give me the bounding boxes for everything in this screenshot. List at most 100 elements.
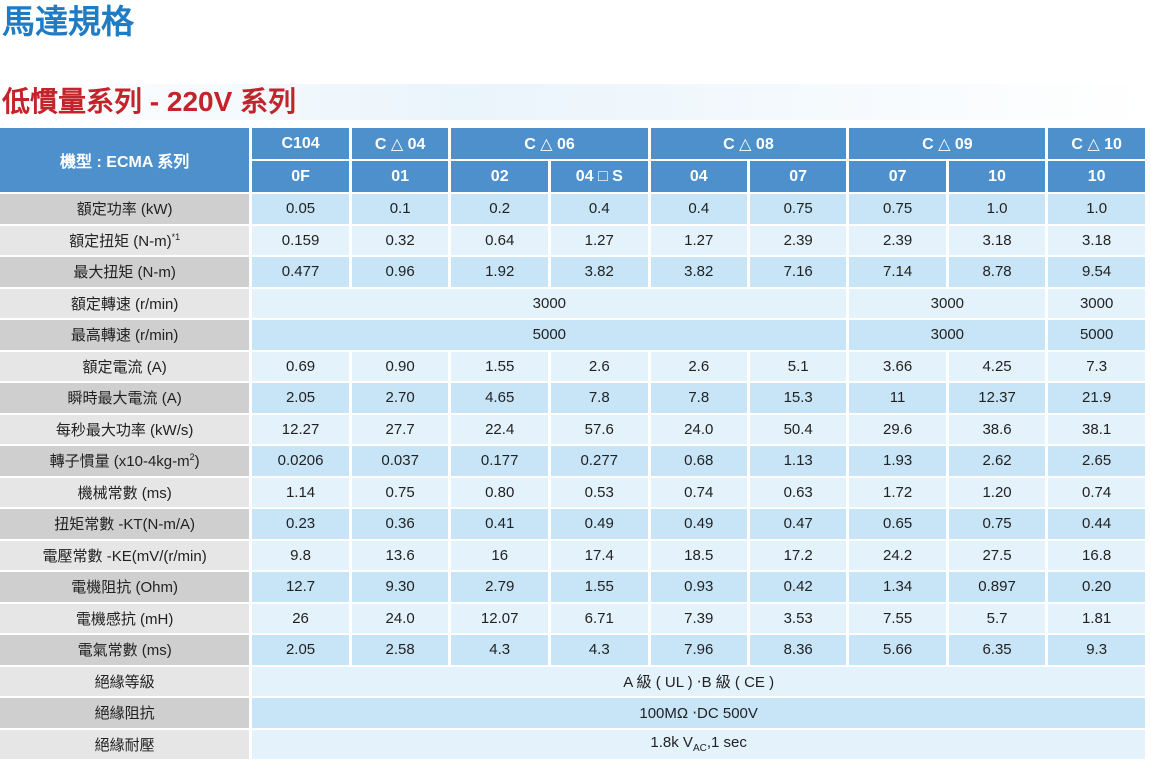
- text: 絕緣耐壓: [94, 736, 155, 754]
- cell: 0.90: [351, 351, 449, 381]
- cell: 7.14: [849, 257, 946, 287]
- cell: 27.7: [351, 414, 449, 444]
- cell: 0.75: [749, 194, 847, 224]
- cell: 0.75: [849, 194, 946, 224]
- text: 3000: [930, 326, 965, 344]
- data-row: 機械常數 (ms) 1.14 0.75 0.80 0.53 0.74 0.63 1.72 1.2…: [0, 477, 1145, 507]
- cell: 5.66: [849, 635, 946, 665]
- text: 每秒最大功率 (kW/s): [55, 421, 194, 439]
- cell: 0.65: [849, 509, 946, 539]
- text: 最高轉速 (r/min): [70, 327, 179, 345]
- cell: 4.65: [451, 383, 548, 413]
- cell: 15.3: [749, 383, 847, 413]
- data-row: 絕緣耐壓 1.8k VAC,1 sec: [0, 729, 1145, 759]
- data-row: 電機阻抗 (Ohm) 12.7 9.30 2.79 1.55 0.93 0.42 1.34 0.…: [0, 572, 1145, 602]
- cell: 1.55: [451, 351, 548, 381]
- cell: 22.4: [451, 414, 548, 444]
- cell: 57.6: [550, 414, 648, 444]
- merged-cell: 3000: [849, 320, 1046, 350]
- cell: 8.78: [948, 257, 1046, 287]
- cell: 24.0: [351, 603, 449, 633]
- model-header: 07: [849, 161, 946, 192]
- cell: 0.80: [451, 477, 548, 507]
- cell: 0.05: [252, 194, 349, 224]
- cell: 9.8: [252, 540, 349, 570]
- cell: 9.3: [1048, 635, 1145, 665]
- data-row: 額定電流 (A) 0.69 0.90 1.55 2.6 2.6 5.1 3.66 4.25 7.3: [0, 351, 1145, 381]
- cell: 0.2: [451, 194, 548, 224]
- cell: 0.4: [550, 194, 648, 224]
- text: 電機感抗 (mH): [75, 610, 174, 628]
- text: 電機阻抗 (Ohm): [71, 579, 178, 597]
- cell: 0.49: [550, 509, 648, 539]
- text: 電壓常數 -KE(mV/(r/min): [42, 547, 207, 565]
- model-header: 04 □ S: [550, 161, 648, 192]
- data-row: 最高轉速 (r/min) 5000 3000 5000: [0, 320, 1145, 350]
- text: 額定扭矩 (N-m): [69, 232, 172, 250]
- text: 3000: [532, 294, 567, 312]
- row-label: 電氣常數 (ms): [0, 635, 250, 665]
- group-header: C △ 09: [849, 128, 1046, 159]
- cell: 0.037: [351, 446, 449, 476]
- cell: 0.96: [351, 257, 449, 287]
- data-row: 電機感抗 (mH) 26 24.0 12.07 6.71 7.39 3.53 7.55 5.7 1…: [0, 603, 1145, 633]
- cell: 4.25: [948, 351, 1046, 381]
- cell: 3000: [1048, 288, 1145, 318]
- text: 5000: [532, 326, 567, 344]
- data-row: 瞬時最大電流 (A) 2.05 2.70 4.65 7.8 7.8 15.3 11 12.37 2…: [0, 383, 1145, 413]
- cell: 7.8: [550, 383, 648, 413]
- cell: 24.0: [650, 414, 747, 444]
- cell: 13.6: [351, 540, 449, 570]
- cell: 0.159: [252, 225, 349, 255]
- cell: 7.8: [650, 383, 747, 413]
- cell: 0.277: [550, 446, 648, 476]
- cell: 50.4: [749, 414, 847, 444]
- data-row: 電壓常數 -KE(mV/(r/min) 9.8 13.6 16 17.4 18.5 17.2…: [0, 540, 1145, 570]
- subtitle: 低慣量系列 - 220V 系列: [2, 86, 297, 117]
- row-label: 轉子慣量 (x10-4kg-m2): [0, 446, 250, 476]
- text: 瞬時最大電流 (A): [67, 390, 182, 408]
- cell: 38.6: [948, 414, 1046, 444]
- data-row: 絕緣等級 A 級 ( UL ) ‧B 級 ( CE ): [0, 666, 1145, 696]
- cell: 9.54: [1048, 257, 1145, 287]
- cell: 26: [252, 603, 349, 633]
- row-label: 電壓常數 -KE(mV/(r/min): [0, 540, 250, 570]
- cell: 1.93: [849, 446, 946, 476]
- text: 扭矩常數 -KT(N-m/A): [54, 516, 196, 534]
- text: A 級 ( UL ) ‧B 級 ( CE ): [623, 673, 775, 691]
- cell: 27.5: [948, 540, 1046, 570]
- cell: 0.897: [948, 572, 1046, 602]
- cell: 1.0: [1048, 194, 1145, 224]
- text: 1.8k V: [650, 734, 693, 752]
- text: 機械常數 (ms): [77, 484, 172, 502]
- data-row: 最大扭矩 (N-m) 0.477 0.96 1.92 3.82 3.82 7.16 7.14 8…: [0, 257, 1145, 287]
- cell: 2.70: [351, 383, 449, 413]
- cell: 1.34: [849, 572, 946, 602]
- model-header: 10: [1048, 161, 1145, 192]
- row-label: 最大扭矩 (N-m): [0, 257, 250, 287]
- data-row: 電氣常數 (ms) 2.05 2.58 4.3 4.3 7.96 8.36 5.66 6.35 9…: [0, 635, 1145, 665]
- data-row: 額定功率 (kW) 0.05 0.1 0.2 0.4 0.4 0.75 0.75 1.0 1.0: [0, 194, 1145, 224]
- cell: 8.36: [749, 635, 847, 665]
- cell: 0.63: [749, 477, 847, 507]
- cell: 1.20: [948, 477, 1046, 507]
- row-label: 額定轉速 (r/min): [0, 288, 250, 318]
- cell: 3.82: [550, 257, 648, 287]
- cell: 0.477: [252, 257, 349, 287]
- merged-cell: 100MΩ ‧DC 500V: [252, 698, 1145, 728]
- cell: 0.47: [749, 509, 847, 539]
- merged-cell: 5000: [252, 320, 847, 350]
- cell: 3.18: [948, 225, 1046, 255]
- cell: 0.75: [351, 477, 449, 507]
- text: 3000: [930, 294, 965, 312]
- group-header: C104: [252, 128, 349, 159]
- cell: 2.6: [650, 351, 747, 381]
- cell: 2.05: [252, 383, 349, 413]
- text: 額定電流 (A): [82, 358, 167, 376]
- model-header: 07: [749, 161, 847, 192]
- row-label: 瞬時最大電流 (A): [0, 383, 250, 413]
- cell: 38.1: [1048, 414, 1145, 444]
- cell: 2.05: [252, 635, 349, 665]
- cell: 0.36: [351, 509, 449, 539]
